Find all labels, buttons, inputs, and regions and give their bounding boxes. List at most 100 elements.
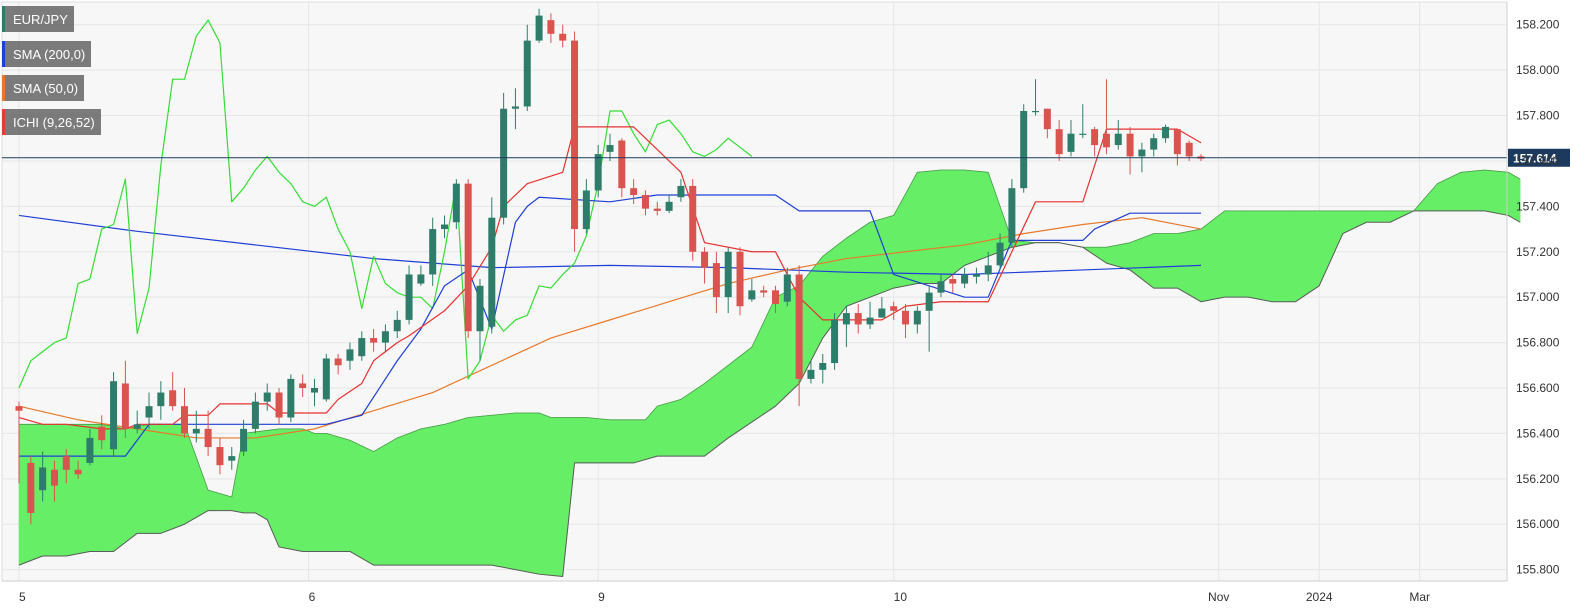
candle — [594, 145, 602, 198]
candle-body — [381, 331, 389, 343]
cloud-segment — [1224, 210, 1249, 298]
cloud-segment — [420, 423, 445, 566]
candle — [1150, 133, 1158, 157]
candle — [452, 179, 460, 230]
candle — [381, 324, 389, 352]
cloud-segment — [467, 414, 493, 566]
candle-body — [842, 313, 850, 325]
candle — [1020, 104, 1028, 193]
candle — [831, 313, 839, 370]
cloud-segment — [917, 169, 942, 284]
cloud-segment — [869, 215, 894, 298]
candle — [322, 353, 330, 402]
candle-body — [334, 358, 342, 366]
candle — [630, 179, 638, 205]
candle-body — [192, 428, 200, 434]
candle — [1173, 129, 1181, 166]
candle-body — [1008, 188, 1016, 243]
candle — [417, 265, 425, 286]
chikou-span-line — [18, 19, 753, 389]
candle — [1091, 126, 1099, 157]
candle-body — [984, 265, 992, 275]
candle-body — [937, 281, 945, 293]
cloud-segment — [574, 417, 587, 464]
senkou-a-line — [19, 169, 1521, 498]
cloud-segment — [1460, 169, 1485, 212]
y-tick-label: 156.200 — [1516, 472, 1560, 486]
candle-body — [949, 279, 957, 284]
legend-sma200[interactable]: SMA (200,0) — [2, 41, 92, 67]
candle-body — [417, 274, 425, 284]
candle-body — [701, 251, 709, 268]
candle — [180, 388, 188, 438]
candle — [275, 388, 283, 425]
candle — [192, 410, 200, 443]
candle — [925, 285, 933, 352]
cloud-segment — [1484, 169, 1509, 216]
legend-ichimoku[interactable]: ICHI (9,26,52) — [2, 109, 101, 135]
legend-eurjpy-label: EUR/JPY — [13, 11, 68, 27]
candle-body — [251, 401, 259, 429]
candle-body — [902, 310, 909, 325]
candle — [488, 197, 496, 334]
candle — [39, 451, 47, 502]
candle — [15, 401, 23, 484]
candle — [1067, 120, 1075, 157]
candle-body — [1185, 142, 1193, 157]
cloud-segment — [1153, 233, 1178, 289]
cloud-segment — [538, 412, 552, 576]
candle-body — [760, 290, 768, 293]
y-tick-label: 157.400 — [1516, 199, 1560, 213]
cloud-segment — [148, 424, 162, 534]
candle — [358, 331, 366, 361]
candle-body — [157, 392, 165, 407]
candle — [228, 447, 236, 470]
candle-body — [299, 383, 307, 388]
y-tick-label: 156.000 — [1516, 517, 1560, 531]
candle — [133, 410, 141, 434]
candle — [1102, 79, 1110, 155]
candle — [961, 267, 969, 289]
candle — [712, 251, 720, 314]
candle-body — [370, 338, 378, 343]
candle-body — [393, 319, 401, 332]
y-tick-label: 157.600 — [1516, 154, 1560, 168]
candle — [795, 265, 803, 407]
candle-body — [606, 145, 614, 152]
candle-body — [180, 406, 188, 434]
candle-body — [464, 183, 472, 332]
candle — [27, 456, 35, 525]
candle-body — [677, 185, 685, 198]
candle — [1114, 120, 1122, 150]
candle — [370, 328, 378, 352]
legend-sma50[interactable]: SMA (50,0) — [2, 75, 85, 101]
candle — [701, 247, 709, 284]
candle — [1008, 179, 1016, 248]
candle — [736, 247, 744, 316]
candle-body — [582, 190, 590, 230]
legend-eurjpy[interactable]: EUR/JPY — [2, 6, 74, 32]
cloud-segment — [940, 169, 965, 285]
candle — [523, 24, 531, 111]
cloud-segment — [515, 412, 540, 575]
cloud-segment — [302, 428, 315, 552]
candle-body — [712, 263, 720, 298]
candle — [748, 279, 756, 302]
cloud-segment — [609, 419, 634, 464]
candle — [346, 342, 354, 370]
candle-body — [641, 195, 649, 209]
cloud-segment — [160, 424, 185, 534]
candle-body — [488, 217, 496, 327]
cloud-segment — [1366, 210, 1391, 223]
candle-body — [405, 274, 413, 320]
x-tick-label: 10 — [894, 590, 908, 604]
x-tick-label: 5 — [19, 590, 26, 604]
candle-body — [452, 183, 460, 223]
candle-body — [441, 224, 449, 230]
candle-body — [630, 188, 638, 195]
y-tick-label: 156.600 — [1516, 381, 1560, 395]
y-tick-label: 158.200 — [1516, 18, 1560, 32]
y-tick-label: 156.800 — [1516, 336, 1560, 350]
candle-body — [795, 274, 803, 379]
